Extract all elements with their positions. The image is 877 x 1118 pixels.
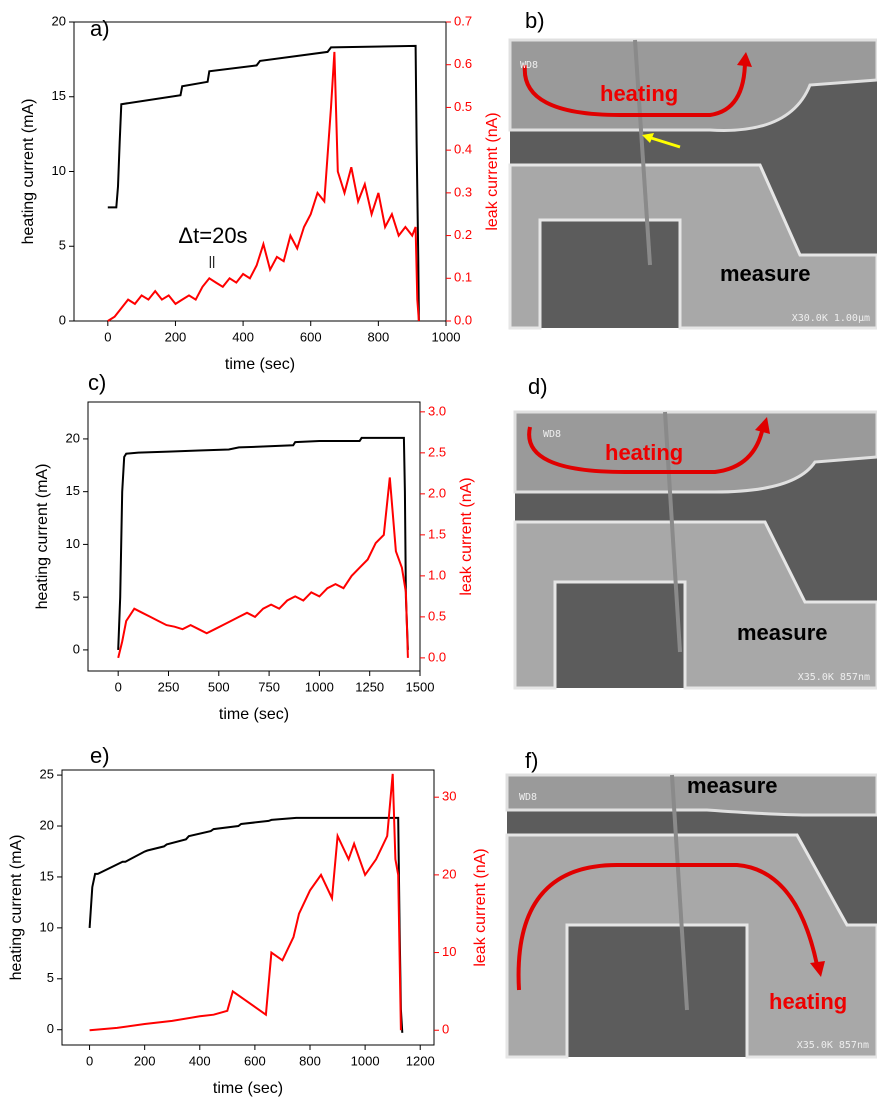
panel-label: e) <box>90 743 110 768</box>
y-tick-label: 5 <box>73 589 80 604</box>
y-tick-label: 5 <box>47 970 54 985</box>
x-tick-label: 600 <box>244 1053 266 1068</box>
image-label: measure <box>687 773 778 798</box>
series-line <box>89 773 402 1032</box>
y-tick-label: 10 <box>40 919 54 934</box>
y2-tick-label: 0.5 <box>428 608 446 623</box>
panel-label: a) <box>90 16 110 41</box>
y2-tick-label: 0.3 <box>454 184 472 199</box>
x-tick-label: 1000 <box>351 1053 380 1068</box>
y-tick-label: 15 <box>40 868 54 883</box>
y-tick-label: 25 <box>40 767 54 782</box>
y-tick-label: 10 <box>52 163 66 178</box>
image-wd: WD8 <box>519 792 537 803</box>
x-tick-label: 1200 <box>406 1053 435 1068</box>
y2-tick-label: 10 <box>442 944 456 959</box>
series-line <box>117 477 409 659</box>
y2-tick-label: 0.0 <box>428 649 446 664</box>
plot-frame <box>61 769 435 1046</box>
sem-image: heating measure WD8 X30.0K 1.00µm <box>508 38 877 330</box>
series-line <box>107 51 420 322</box>
y2-axis-label: leak current (nA) <box>472 848 489 966</box>
y-tick-label: 0 <box>73 641 80 656</box>
x-tick-label: 750 <box>258 679 280 694</box>
x-tick-label: 400 <box>189 1053 211 1068</box>
y2-tick-label: 1.5 <box>428 526 446 541</box>
y-tick-label: 15 <box>52 88 66 103</box>
y-axis-label: heating current (mA) <box>8 835 25 981</box>
y-tick-label: 5 <box>59 238 66 253</box>
y-tick-label: 20 <box>52 13 66 28</box>
image-wd: WD8 <box>543 429 561 440</box>
y2-tick-label: 0.7 <box>454 13 472 28</box>
image-label: heating <box>605 440 683 465</box>
series-line <box>117 436 409 650</box>
sem-image: measure heating WD8 X35.0K 857nm <box>505 773 877 1059</box>
panel-label: d) <box>528 374 548 399</box>
image-wd: WD8 <box>520 60 538 71</box>
x-tick-label: 0 <box>86 1053 93 1068</box>
y2-tick-label: 1.0 <box>428 567 446 582</box>
y2-tick-label: 20 <box>442 866 456 881</box>
y2-tick-label: 0.0 <box>454 312 472 327</box>
x-tick-label: 800 <box>299 1053 321 1068</box>
x-tick-label: 250 <box>158 679 180 694</box>
x-tick-label: 200 <box>165 329 187 344</box>
y2-axis-label: leak current (nA) <box>458 477 475 595</box>
y2-tick-label: 0 <box>442 1022 449 1037</box>
panel-label: f) <box>525 748 538 773</box>
y-tick-label: 10 <box>66 536 80 551</box>
y2-tick-label: 0.5 <box>454 99 472 114</box>
annotation: Δt=20s <box>178 223 247 248</box>
image-scale: X30.0K 1.00µm <box>792 313 870 324</box>
y-tick-label: 20 <box>66 430 80 445</box>
image-label: measure <box>737 620 828 645</box>
y2-tick-label: 2.5 <box>428 444 446 459</box>
x-tick-label: 400 <box>232 329 254 344</box>
panel-label: c) <box>88 370 106 395</box>
x-tick-label: 0 <box>115 679 122 694</box>
y-axis-label: heating current (mA) <box>20 99 37 245</box>
image-label: measure <box>720 261 811 286</box>
series-line <box>107 44 420 322</box>
x-tick-label: 200 <box>134 1053 156 1068</box>
y-tick-label: 20 <box>40 817 54 832</box>
series-line <box>88 816 404 1033</box>
x-tick-label: 800 <box>368 329 390 344</box>
y2-tick-label: 0.4 <box>454 142 472 157</box>
x-axis-label: time (sec) <box>225 356 295 373</box>
x-tick-label: 0 <box>104 329 111 344</box>
plot-frame <box>73 21 447 322</box>
y2-tick-label: 2.0 <box>428 485 446 500</box>
y2-tick-label: 0.1 <box>454 270 472 285</box>
y2-tick-label: 0.6 <box>454 56 472 71</box>
y-tick-label: 0 <box>47 1021 54 1036</box>
image-scale: X35.0K 857nm <box>798 672 870 683</box>
y-axis-label: heating current (mA) <box>34 464 51 610</box>
x-tick-label: 1000 <box>432 329 461 344</box>
x-tick-label: 500 <box>208 679 230 694</box>
y-tick-label: 0 <box>59 312 66 327</box>
x-tick-label: 1000 <box>305 679 334 694</box>
image-scale: X35.0K 857nm <box>797 1040 869 1051</box>
plot-frame <box>87 401 421 672</box>
annotation: || <box>209 253 216 268</box>
y-tick-label: 15 <box>66 483 80 498</box>
image-label: heating <box>769 989 847 1014</box>
sem-image: heating measure WD8 X35.0K 857nm <box>513 410 877 690</box>
x-tick-label: 1500 <box>406 679 435 694</box>
x-axis-label: time (sec) <box>213 1080 283 1097</box>
x-tick-label: 1250 <box>355 679 384 694</box>
y2-tick-label: 3.0 <box>428 403 446 418</box>
image-label: heating <box>600 81 678 106</box>
x-tick-label: 600 <box>300 329 322 344</box>
y2-tick-label: 30 <box>442 789 456 804</box>
panel-label: b) <box>525 8 545 33</box>
x-axis-label: time (sec) <box>219 706 289 723</box>
y2-tick-label: 0.2 <box>454 227 472 242</box>
y2-axis-label: leak current (nA) <box>484 112 501 230</box>
